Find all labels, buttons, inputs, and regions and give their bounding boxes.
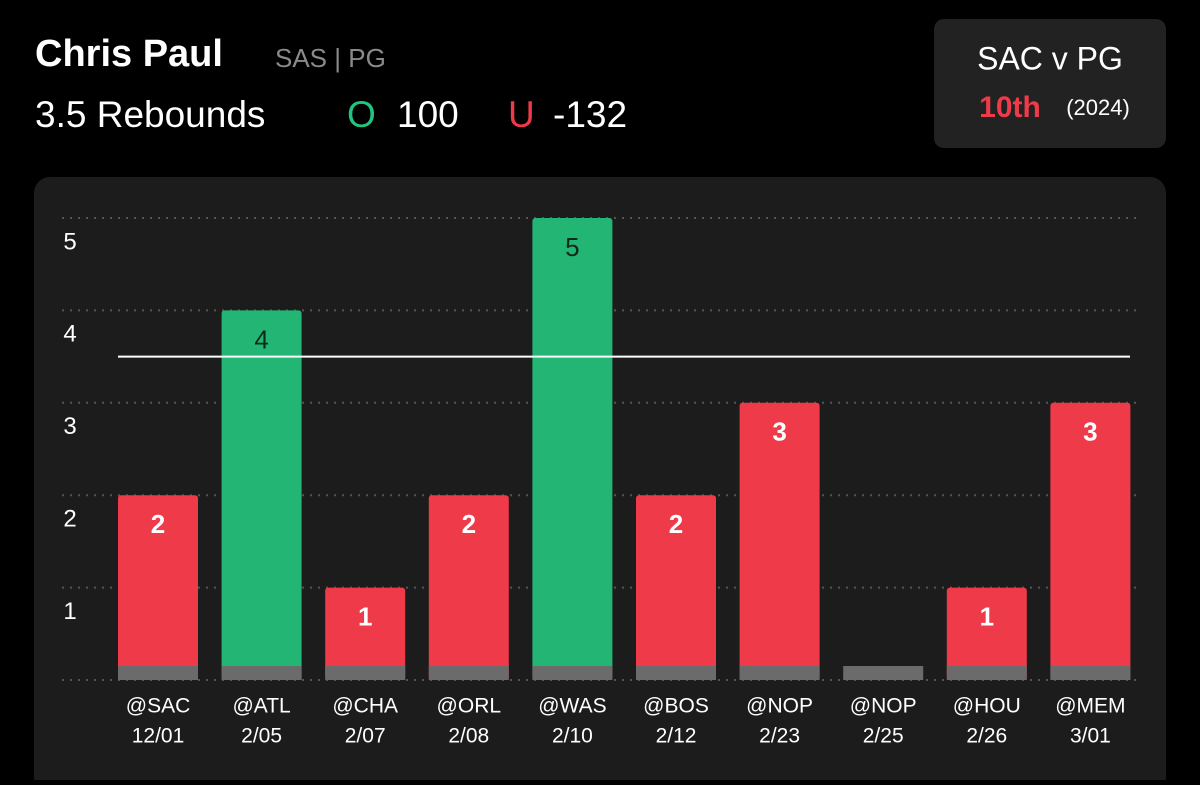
x-tick-date: 2/25	[863, 725, 904, 748]
x-tick-label: @NOP	[746, 695, 813, 718]
x-tick-date: 2/10	[552, 725, 593, 748]
badge-season: (2024)	[1066, 95, 1130, 120]
x-tick-label: @HOU	[953, 695, 1021, 718]
over-odds: 100	[397, 94, 459, 135]
under-odds: -132	[553, 94, 627, 135]
bar	[428, 495, 509, 680]
bar-base	[118, 666, 198, 680]
x-tick-date: 2/08	[448, 725, 489, 748]
x-tick-label: @ORL	[437, 695, 502, 718]
value-label: 1	[358, 601, 372, 631]
prop-line: 3.5 Rebounds	[35, 94, 265, 135]
x-tick-date: 2/07	[345, 725, 386, 748]
bar-base	[532, 666, 613, 680]
bar-base	[739, 666, 820, 680]
y-tick-label: 5	[63, 228, 76, 255]
x-tick-label: @CHA	[332, 695, 398, 718]
y-tick-label: 1	[63, 598, 76, 625]
x-tick-label: @WAS	[538, 695, 606, 718]
x-tick-label: @SAC	[126, 695, 191, 718]
team-position: SAS | PG	[275, 43, 386, 73]
badge-matchup: SAC v PG	[977, 40, 1123, 76]
x-tick-date: 2/12	[656, 725, 697, 748]
x-tick-date: 3/01	[1070, 725, 1111, 748]
value-label: 5	[565, 232, 579, 262]
x-tick-date: 2/23	[759, 725, 800, 748]
bar	[325, 587, 406, 680]
value-label: 2	[669, 509, 683, 539]
stat: Rebounds	[97, 94, 266, 135]
bar	[532, 218, 613, 680]
bar	[221, 310, 302, 680]
bar	[739, 402, 820, 680]
bar-base	[221, 666, 302, 680]
y-tick-label: 2	[63, 506, 76, 533]
over-symbol: O	[347, 94, 376, 135]
x-tick-label: @MEM	[1055, 695, 1125, 718]
y-tick-label: 4	[63, 321, 76, 348]
bar-base	[636, 666, 716, 680]
x-tick-label: @ATL	[232, 695, 290, 718]
bar-base	[325, 666, 406, 680]
badge-rank: 10th	[979, 91, 1041, 124]
bar-base	[843, 666, 924, 680]
value-label: 4	[254, 324, 268, 354]
value-label: 2	[462, 509, 476, 539]
bar-base	[428, 666, 509, 680]
x-tick-label: @NOP	[850, 695, 917, 718]
value-label: 3	[1083, 417, 1097, 447]
bar	[946, 587, 1027, 680]
bar	[636, 495, 716, 680]
bar	[118, 495, 198, 680]
x-tick-date: 2/26	[966, 725, 1007, 748]
x-tick-label: @BOS	[643, 695, 709, 718]
player-name: Chris Paul	[35, 33, 223, 75]
x-tick-date: 2/05	[241, 725, 282, 748]
y-tick-label: 3	[63, 413, 76, 440]
value-label: 1	[980, 601, 994, 631]
chart: 1 2 3 4 5 2 @SAC 12/01 4 @ATL 2/05 1 @CHA 2/07 2 @ORL 2/…	[62, 217, 1140, 748]
bar-base	[946, 666, 1027, 680]
bar	[1050, 402, 1131, 680]
x-tick-date: 12/01	[132, 725, 185, 748]
under-symbol: U	[508, 94, 535, 135]
line-value: 3.5	[35, 94, 86, 135]
bar-base	[1050, 666, 1131, 680]
badge	[934, 19, 1166, 148]
value-label: 3	[772, 417, 786, 447]
value-label: 2	[151, 509, 165, 539]
